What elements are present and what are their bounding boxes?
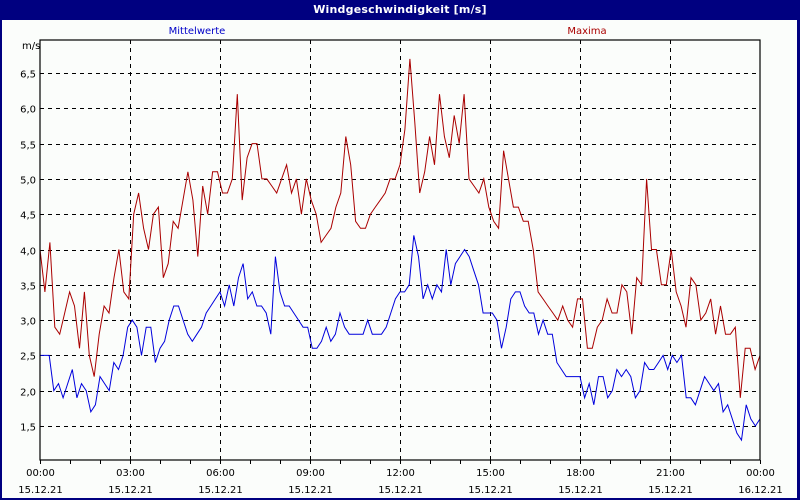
wind-speed-chart: 1,5 2,0 2,5 3,0 3,5 4,0 4,5 5,0 5,5 6,0 6,5 00:00 1… [18,26,783,496]
y-axis-unit: m/s [22,41,40,52]
x-tick-time: 18:00 [566,468,595,479]
y-tick-label: 5,0 [20,176,36,187]
plot-frame [39,39,761,461]
x-axis: 00:00 15.12.21 03:00 15.12.21 06:00 15.12.21 0… [18,460,783,496]
x-tick-date: 15.12.21 [558,485,603,496]
x-tick-time: 15:00 [476,468,505,479]
maxima-line [39,58,761,398]
x-tick-time: 21:00 [656,468,685,479]
x-tick-time: 03:00 [116,468,145,479]
x-tick-date: 15.12.21 [108,485,153,496]
x-tick-date: 15.12.21 [468,485,513,496]
y-tick-label: 2,5 [20,352,36,363]
chart-canvas: 1,5 2,0 2,5 3,0 3,5 4,0 4,5 5,0 5,5 6,0 6,5 00:00 1… [2,20,797,498]
x-tick-time: 00:00 [26,468,55,479]
x-tick-date: 15.12.21 [648,485,693,496]
x-tick-date: 15.12.21 [288,485,333,496]
x-tick-time: 09:00 [296,468,325,479]
y-tick-label: 4,0 [20,247,36,258]
legend-maxima: Maxima [567,26,606,37]
y-tick-label: 6,5 [20,70,36,81]
x-tick-date: 16.12.21 [738,485,783,496]
grid-lines [40,40,760,460]
y-tick-label: 2,0 [20,388,36,399]
window-title: Windgeschwindigkeit [m/s] [313,3,487,16]
y-axis: 1,5 2,0 2,5 3,0 3,5 4,0 4,5 5,0 5,5 6,0 6,5 [20,70,36,434]
legend-mittelwerte: Mittelwerte [169,26,226,37]
y-tick-label: 3,5 [20,282,36,293]
x-tick-time: 12:00 [386,468,415,479]
y-tick-label: 6,0 [20,105,36,116]
y-tick-label: 3,0 [20,317,36,328]
x-tick-time: 00:00 [746,468,775,479]
y-tick-label: 5,5 [20,141,36,152]
mittelwerte-line [40,235,761,442]
y-tick-label: 1,5 [20,423,36,434]
x-tick-time: 06:00 [206,468,235,479]
x-tick-date: 15.12.21 [198,485,243,496]
x-tick-date: 15.12.21 [18,485,63,496]
x-tick-date: 15.12.21 [378,485,423,496]
y-tick-label: 4,5 [20,211,36,222]
